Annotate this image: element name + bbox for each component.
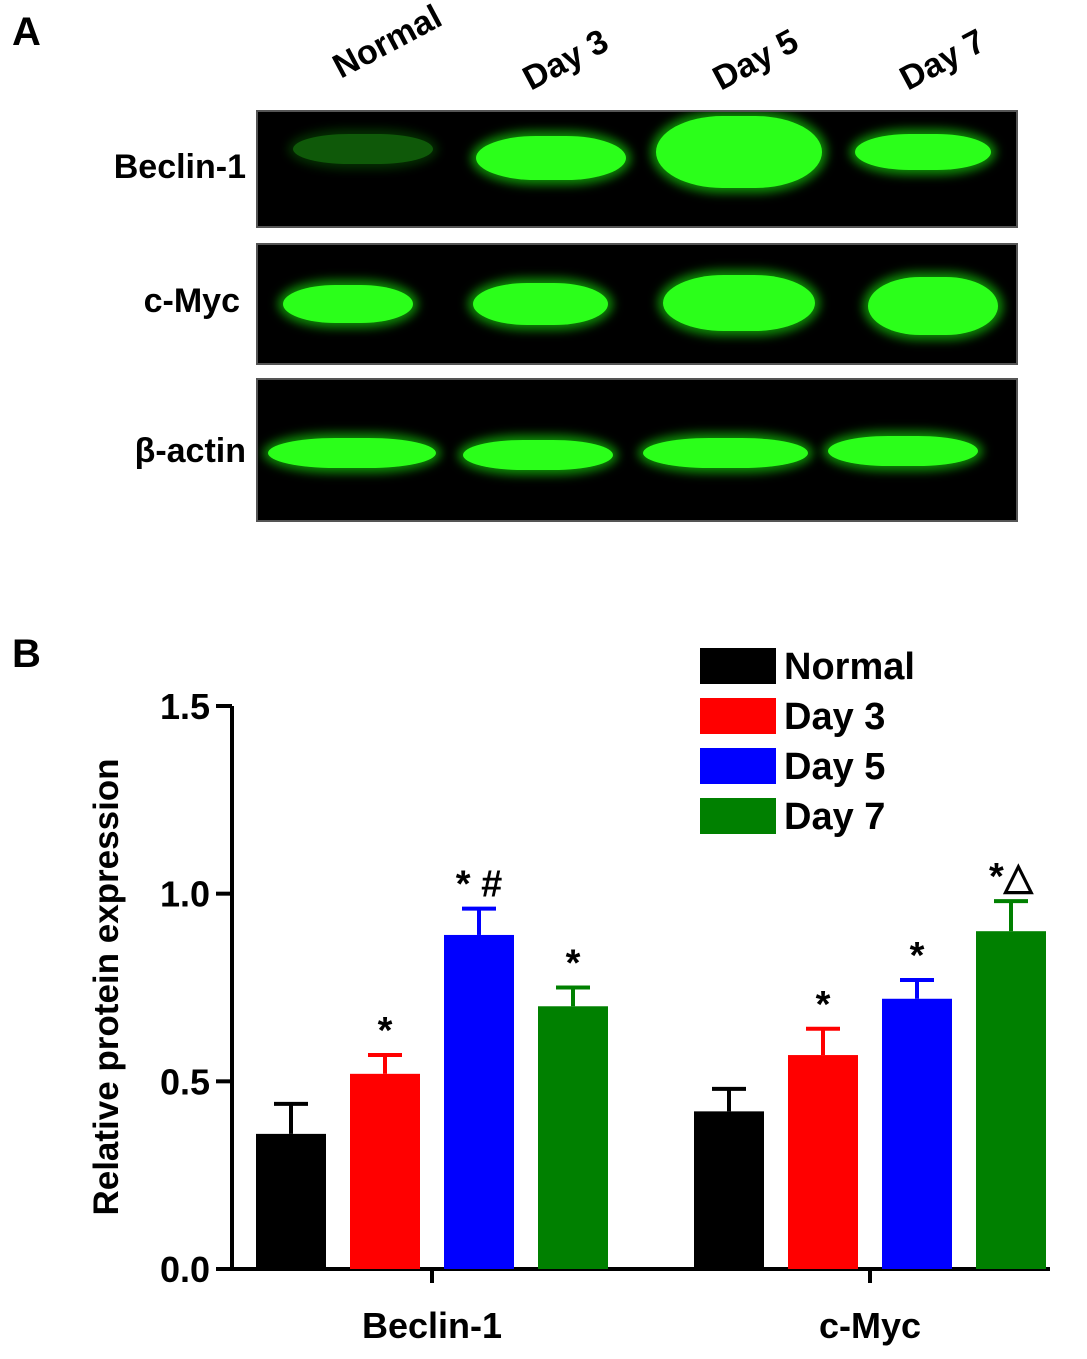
band-c-myc-normal xyxy=(283,285,413,323)
blot-label-beclin-1: Beclin-1 xyxy=(113,148,246,186)
x-category-label: c-Myc xyxy=(819,1305,921,1346)
band-c-myc-day-5 xyxy=(663,275,815,331)
band-c-myc-day-3 xyxy=(473,283,608,325)
y-tick-label: 1.0 xyxy=(160,874,210,915)
significance-label: * xyxy=(566,943,581,985)
x-category-label: Beclin-1 xyxy=(362,1305,502,1346)
blot-panel-c-myc xyxy=(256,243,1018,365)
legend-swatch xyxy=(700,698,776,734)
legend-label: Day 3 xyxy=(784,696,885,738)
y-axis-label: Relative protein expression xyxy=(87,758,126,1215)
band-c-myc-day-7 xyxy=(868,277,998,335)
bar xyxy=(444,934,514,1269)
legend-swatch xyxy=(700,798,776,834)
significance-label: * xyxy=(910,935,925,977)
bar xyxy=(350,1073,420,1269)
y-tick-label: 0.0 xyxy=(160,1249,210,1290)
blot-panel-beclin-1 xyxy=(256,110,1018,228)
legend-swatch xyxy=(700,748,776,784)
bar xyxy=(256,1133,326,1269)
band-beclin-1-day-3 xyxy=(476,136,626,180)
significance-label: * xyxy=(816,984,831,1026)
legend-swatch xyxy=(700,648,776,684)
band-beclin-1-day-5 xyxy=(656,116,822,188)
bar xyxy=(788,1055,858,1269)
y-tick-label: 1.5 xyxy=(160,686,210,727)
significance-label: *△ xyxy=(989,856,1035,898)
legend-label: Day 5 xyxy=(784,746,885,788)
band-beta-actin-day-7 xyxy=(828,436,978,466)
bar xyxy=(694,1111,764,1269)
blot-panel-beta-actin xyxy=(256,378,1018,522)
bar xyxy=(538,1006,608,1269)
blot-label-c-myc: c-Myc xyxy=(143,282,240,320)
blot-label-beta-actin: β-actin xyxy=(134,432,246,470)
significance-label: * xyxy=(378,1010,393,1052)
panel-a-letter: A xyxy=(12,10,41,54)
band-beclin-1-normal xyxy=(293,134,433,164)
bar xyxy=(976,931,1046,1269)
legend-label: Normal xyxy=(784,646,915,688)
band-beta-actin-day-5 xyxy=(643,438,808,468)
significance-label: * # xyxy=(456,864,502,906)
panel-b-letter: B xyxy=(12,632,41,676)
bar xyxy=(882,998,952,1269)
y-tick-label: 0.5 xyxy=(160,1061,210,1102)
legend-label: Day 7 xyxy=(784,796,885,838)
band-beta-actin-normal xyxy=(268,438,436,468)
band-beclin-1-day-7 xyxy=(855,134,991,170)
band-beta-actin-day-3 xyxy=(463,440,613,470)
